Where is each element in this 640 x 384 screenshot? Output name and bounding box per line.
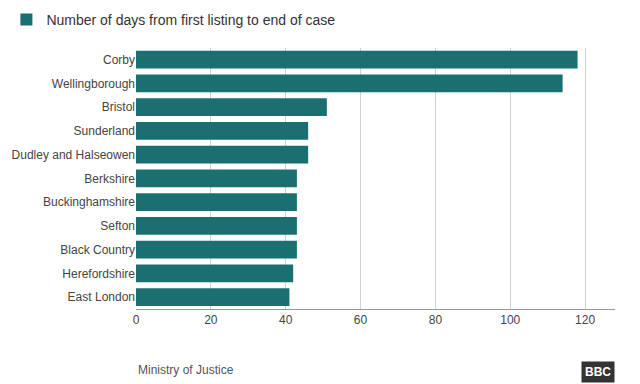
svg-text:Number of days from first list: Number of days from first listing to end… — [46, 12, 335, 28]
svg-text:40: 40 — [279, 313, 293, 327]
svg-text:Bristol: Bristol — [102, 100, 135, 114]
svg-text:Herefordshire: Herefordshire — [62, 267, 135, 281]
svg-text:Dudley and Halseowen: Dudley and Halseowen — [12, 148, 135, 162]
svg-text:20: 20 — [204, 313, 218, 327]
svg-text:Ministry of Justice: Ministry of Justice — [138, 363, 234, 377]
svg-text:120: 120 — [575, 313, 595, 327]
svg-text:Wellingborough: Wellingborough — [52, 77, 135, 91]
svg-text:Buckinghamshire: Buckinghamshire — [43, 195, 135, 209]
svg-text:Berkshire: Berkshire — [84, 172, 135, 186]
svg-text:Black Country: Black Country — [60, 243, 135, 257]
svg-text:0: 0 — [133, 313, 140, 327]
svg-text:BBC: BBC — [585, 365, 611, 379]
svg-text:Sefton: Sefton — [100, 219, 135, 233]
svg-text:60: 60 — [354, 313, 368, 327]
svg-text:Corby: Corby — [103, 53, 135, 67]
svg-text:East London: East London — [68, 290, 135, 304]
svg-text:80: 80 — [429, 313, 443, 327]
svg-text:100: 100 — [500, 313, 520, 327]
svg-text:Sunderland: Sunderland — [74, 124, 135, 138]
